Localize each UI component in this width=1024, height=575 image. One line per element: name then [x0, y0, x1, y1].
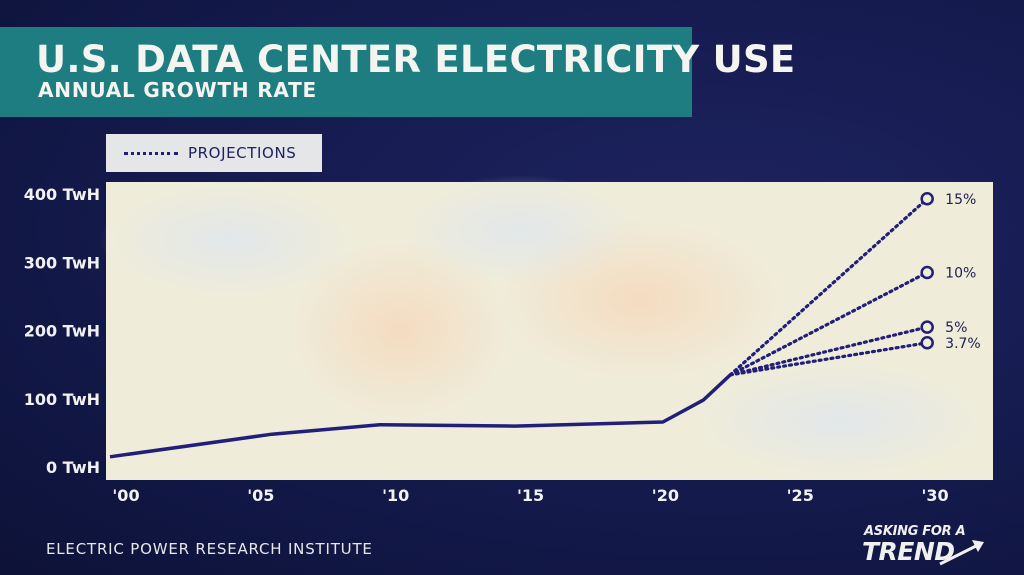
- x-tick-label: '30: [922, 486, 949, 505]
- x-tick-label: '25: [787, 486, 814, 505]
- x-tick-label: '05: [247, 486, 274, 505]
- projection-endpoint-marker: [920, 265, 934, 280]
- x-tick-label: '00: [112, 486, 139, 505]
- chart-subtitle: ANNUAL GROWTH RATE: [38, 78, 318, 102]
- x-axis: '00 '05 '10 '15 '20 '25 '30: [112, 486, 948, 505]
- brand-logo-bottom: TREND: [862, 537, 955, 566]
- legend: PROJECTIONS: [106, 134, 322, 172]
- y-tick-label: 400 TwH: [24, 185, 100, 204]
- projection-endpoint-marker: [920, 320, 934, 334]
- projection-series: 15% 10% 5%3.7%: [728, 192, 981, 377]
- y-axis: 0 TwH 100 TwH 200 TwH 300 TwH 400 TwH: [24, 185, 100, 477]
- chart-title: U.S. DATA CENTER ELECTRICITY USE: [36, 38, 796, 81]
- y-tick-label: 200 TwH: [24, 322, 100, 341]
- projection-line: [728, 197, 929, 377]
- projection-endpoint-marker: [920, 192, 934, 206]
- projection-label: 5%: [945, 320, 967, 336]
- projection-endpoint-marker: [920, 336, 934, 350]
- trend-arrow-icon: [939, 540, 984, 566]
- projection-label: 10%: [945, 265, 976, 281]
- y-tick-label: 0 TwH: [46, 458, 100, 477]
- x-tick-label: '15: [517, 486, 544, 505]
- source-credit: ELECTRIC POWER RESEARCH INSTITUTE: [46, 540, 373, 558]
- data-series: [109, 373, 732, 459]
- projection-line: [728, 341, 929, 377]
- projection-line: [728, 325, 929, 377]
- projection-label: 3.7%: [945, 336, 981, 352]
- historical-line: [109, 373, 732, 459]
- x-tick-label: '10: [382, 486, 409, 505]
- brand-logo-top: ASKING FOR A: [864, 524, 966, 539]
- y-tick-label: 300 TwH: [24, 253, 100, 272]
- legend-label: PROJECTIONS: [188, 144, 297, 162]
- brand-logo: ASKING FOR A TREND: [860, 524, 990, 570]
- projection-label: 15%: [945, 192, 976, 208]
- title-banner: [0, 27, 692, 117]
- projection-line: [728, 270, 929, 377]
- y-tick-label: 100 TwH: [24, 390, 100, 409]
- x-tick-label: '20: [652, 486, 679, 505]
- plot-area: [100, 175, 993, 480]
- legend-dotted-line: [124, 151, 178, 155]
